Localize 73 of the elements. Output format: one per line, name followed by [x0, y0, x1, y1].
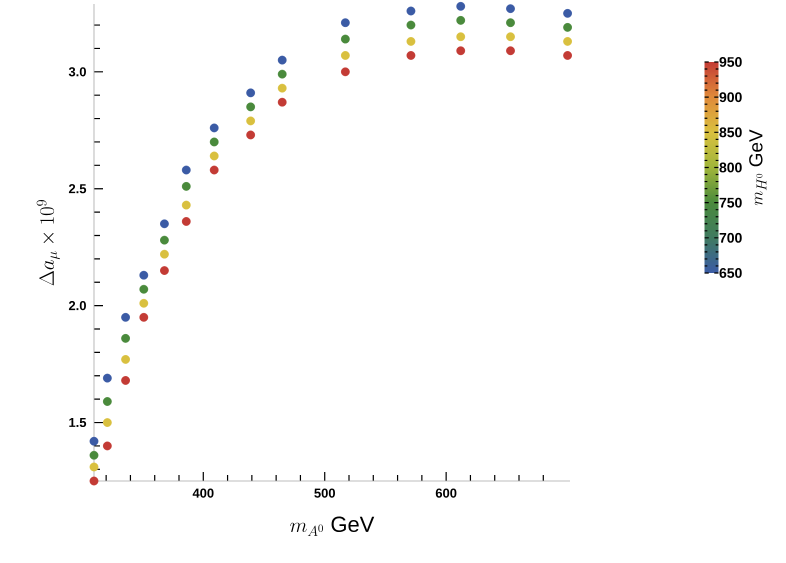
- point: [506, 32, 515, 42]
- point: [182, 166, 191, 174]
- point: [406, 6, 416, 16]
- point: [210, 138, 219, 146]
- point: [90, 436, 98, 446]
- point: [160, 266, 169, 275]
- color-bar-title: $m_{H^0}\ \mathrm{GeV}$: [749, 129, 766, 206]
- x-tick-label: 400: [192, 488, 214, 498]
- point: [563, 37, 572, 46]
- point: [506, 46, 515, 56]
- y-axis-title: $\Delta a_\mu \times 10^9$: [36, 200, 60, 286]
- y-tick-label: 1.5: [69, 418, 86, 428]
- point: [139, 312, 148, 322]
- point: [506, 18, 515, 28]
- point: [278, 70, 287, 79]
- point: [102, 374, 112, 383]
- point: [340, 34, 350, 44]
- point: [340, 51, 350, 60]
- point: [210, 152, 219, 160]
- point: [563, 8, 572, 18]
- point: [121, 312, 130, 322]
- point: [406, 51, 416, 60]
- point: [90, 462, 98, 472]
- point: [563, 51, 572, 60]
- point: [182, 200, 191, 210]
- y-tick-label: 2.5: [68, 184, 86, 194]
- point: [139, 284, 148, 294]
- point: [246, 116, 256, 126]
- point: [210, 124, 219, 132]
- point: [121, 376, 130, 385]
- point: [102, 442, 112, 450]
- point: [563, 22, 572, 32]
- point: [139, 298, 148, 308]
- point: [210, 166, 219, 174]
- point: [246, 88, 256, 98]
- point: [90, 476, 98, 486]
- point: [182, 182, 191, 191]
- point: [139, 270, 148, 280]
- point: [246, 102, 256, 112]
- point: [406, 37, 416, 46]
- point: [121, 334, 130, 343]
- color-bar-label: 650: [720, 268, 742, 278]
- color-bar-label: 900: [720, 92, 742, 102]
- color-bar-label: 750: [720, 198, 742, 208]
- x-axis-title: $m_{A^0}\ \mathrm{GeV}$: [290, 516, 374, 536]
- point: [506, 4, 515, 14]
- point: [456, 32, 466, 42]
- x-tick-label: 500: [314, 488, 335, 498]
- point: [456, 16, 466, 25]
- x-tick-label: 600: [436, 488, 456, 498]
- point: [456, 46, 466, 56]
- point: [340, 18, 350, 28]
- point: [278, 84, 287, 93]
- point: [160, 250, 169, 259]
- point: [278, 98, 287, 107]
- point: [102, 418, 112, 427]
- color-bar-label: 950: [720, 57, 742, 67]
- color-bar-label: 850: [719, 127, 742, 138]
- point: [160, 236, 169, 245]
- color-bar-label: 700: [720, 232, 742, 243]
- color-bar-label: 800: [719, 162, 742, 172]
- point: [102, 397, 112, 406]
- point: [278, 56, 287, 65]
- point: [246, 130, 256, 140]
- point: [406, 20, 416, 30]
- point: [340, 67, 350, 76]
- point: [90, 450, 98, 460]
- y-tick-label: 2.0: [68, 301, 86, 310]
- point: [182, 217, 191, 226]
- y-tick-label: 3.0: [68, 67, 86, 76]
- point: [160, 219, 169, 228]
- point: [121, 355, 130, 364]
- point: [456, 2, 466, 11]
